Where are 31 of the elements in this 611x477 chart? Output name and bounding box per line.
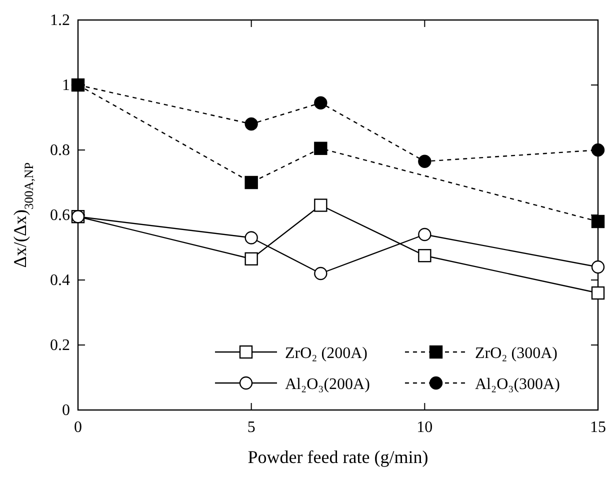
x-tick-label: 0 [74, 419, 82, 436]
legend-label: ZrO₂ (200A) [285, 345, 368, 362]
x-tick-label: 5 [247, 419, 256, 436]
legend-label: Al₂O₃(300A) [475, 376, 560, 393]
x-axis-title: Powder feed rate (g/min) [248, 447, 428, 467]
point [244, 231, 258, 244]
point [244, 117, 258, 131]
point [591, 214, 605, 228]
point [244, 176, 258, 190]
point [418, 228, 432, 242]
point [591, 260, 605, 274]
x-tick-label: 15 [590, 419, 606, 436]
y-tick-label: 0.8 [50, 142, 70, 159]
point [418, 249, 432, 262]
y-tick-label: 0.2 [50, 337, 70, 354]
point [314, 142, 328, 155]
y-tick-label: 1.2 [50, 12, 70, 29]
point [314, 96, 328, 110]
point [244, 252, 258, 266]
point [591, 286, 605, 300]
y-tick-label: 1 [62, 77, 70, 94]
point [591, 143, 605, 157]
legend-label: ZrO₂ (300A) [475, 345, 558, 362]
point [314, 266, 328, 280]
legend-label: Al₂O₃(200A) [285, 376, 370, 393]
point [314, 198, 328, 212]
y-tick-label: 0.4 [50, 272, 70, 289]
x-tick-label: 10 [416, 419, 433, 436]
y-tick-label: 0 [62, 402, 70, 419]
point [418, 154, 432, 168]
y-tick-label: 0.6 [50, 207, 70, 224]
